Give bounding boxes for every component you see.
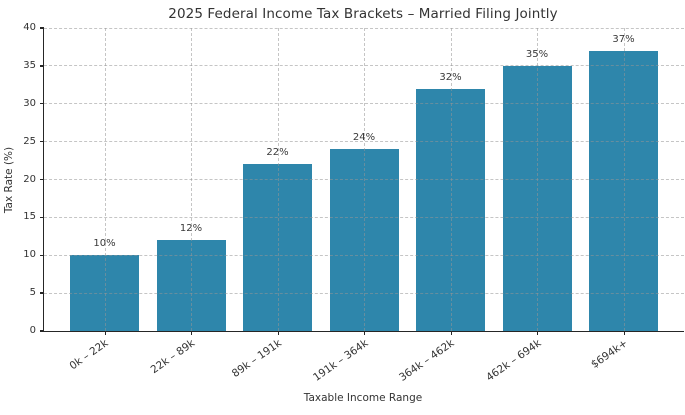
y-tick-label: 20 <box>23 173 36 185</box>
y-tick-mark <box>40 330 44 332</box>
bar <box>243 164 312 331</box>
y-tick-label: 0 <box>29 325 36 336</box>
bar-value-label: 10% <box>93 238 116 250</box>
x-tick-mark <box>364 331 366 335</box>
y-tick-mark <box>40 292 44 294</box>
bar <box>502 65 572 331</box>
plot-area: 0 5 10 15 20 25 30 35 40 10% 0k – 22k 12% 22k – 89k 2… <box>23 23 684 384</box>
bar <box>416 88 485 331</box>
bar-value-label: 32% <box>439 71 462 83</box>
bar-value-label: 22% <box>266 147 289 159</box>
bar-slot: 37% $694k+ <box>589 28 658 371</box>
y-tick-mark <box>40 140 44 143</box>
y-tick-mark <box>40 216 44 219</box>
bar-value-label: 24% <box>352 132 376 144</box>
x-tick-mark <box>537 331 539 335</box>
y-tick-label: 25 <box>23 135 36 147</box>
y-tick-mark <box>40 103 44 105</box>
bar-slot: 10% 0k – 22k <box>68 28 139 372</box>
y-tick-label: 5 <box>29 287 36 299</box>
chart-title: 2025 Federal Income Tax Brackets – Marri… <box>168 6 558 22</box>
bar-slot: 32% 364k – 462k <box>397 28 485 384</box>
bars-row: 10% 0k – 22k 12% 22k – 89k 22% 89k – 191k 24% 1… <box>44 28 684 384</box>
x-tick-mark <box>191 331 193 335</box>
x-tick-label: 22k – 89k <box>148 337 198 377</box>
x-tick-label: 191k – 364k <box>310 337 371 384</box>
x-tick-label: 89k – 191k <box>229 337 284 380</box>
bar <box>70 255 139 331</box>
bar <box>156 240 226 331</box>
bar-slot: 22% 89k – 191k <box>230 28 312 380</box>
y-tick-label: 40 <box>23 22 36 33</box>
bar-value-label: 35% <box>525 48 549 60</box>
x-tick-label: $694k+ <box>588 337 630 371</box>
bar-value-label: 37% <box>612 33 635 45</box>
bar-slot: 12% 22k – 89k <box>149 28 226 376</box>
y-axis-label: Tax Rate (%) <box>3 146 15 214</box>
bar-slot: 35% 462k – 694k <box>484 28 572 384</box>
y-tick-mark <box>40 254 44 256</box>
bar <box>329 149 399 331</box>
y-tick-label: 15 <box>23 211 36 223</box>
y-tick-mark <box>40 27 44 29</box>
x-tick-mark <box>277 331 279 335</box>
bar-value-label: 12% <box>179 223 203 235</box>
bar <box>589 50 658 331</box>
x-tick-mark <box>623 331 625 335</box>
y-tick-mark <box>40 65 44 67</box>
x-tick-mark <box>450 331 452 335</box>
y-tick-label: 10 <box>23 249 36 261</box>
x-tick-label: 462k – 694k <box>483 337 544 384</box>
y-tick-mark <box>40 178 44 181</box>
y-tick-label: 30 <box>23 97 36 109</box>
x-tick-label: 0k – 22k <box>67 337 111 373</box>
bar-slot: 24% 191k – 364k <box>311 28 399 384</box>
x-axis-label: Taxable Income Range <box>303 392 423 404</box>
y-tick-label: 35 <box>23 59 36 71</box>
x-tick-mark <box>104 331 106 335</box>
x-tick-label: 364k – 462k <box>397 337 457 384</box>
